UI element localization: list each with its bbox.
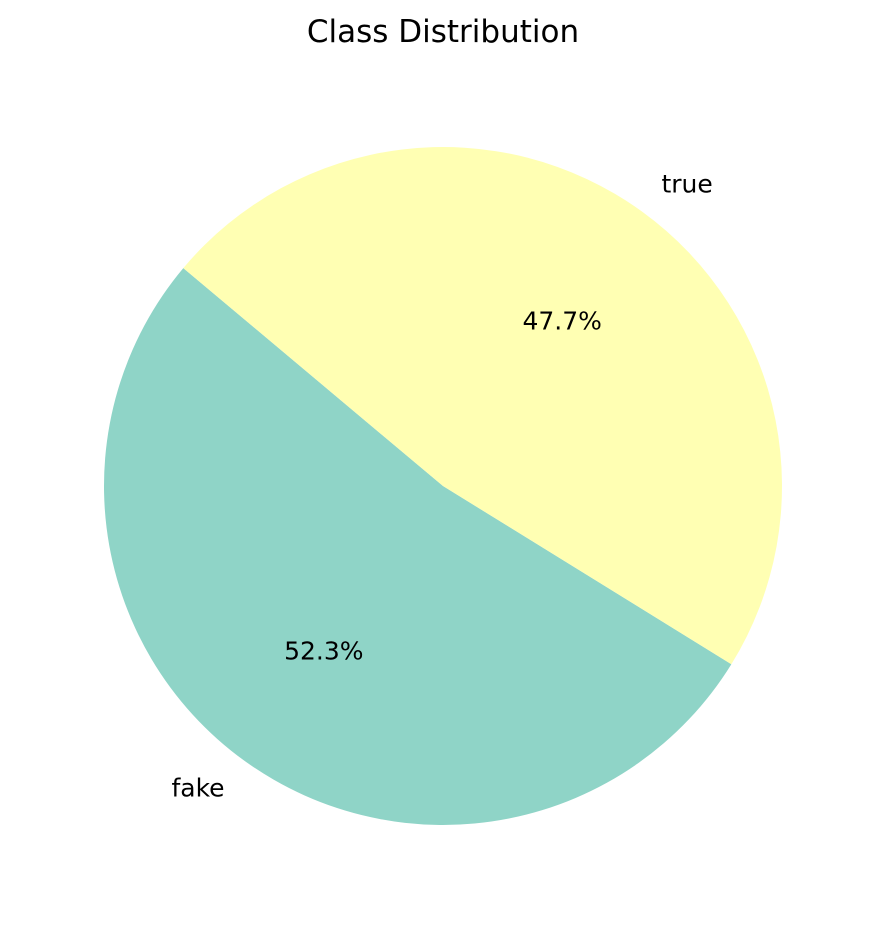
pie-slice-fake [103,268,732,826]
slice-label-true: true [661,169,712,198]
pie-slice-true [183,147,782,665]
slice-percent-fake: 52.3% [284,636,363,665]
labels-group: fake 52.3% true 47.7% [171,169,712,802]
slice-label-fake: fake [171,774,224,803]
chart-title: Class Distribution [306,14,580,50]
slices-group [103,147,782,826]
slice-percent-true: 47.7% [522,307,601,336]
